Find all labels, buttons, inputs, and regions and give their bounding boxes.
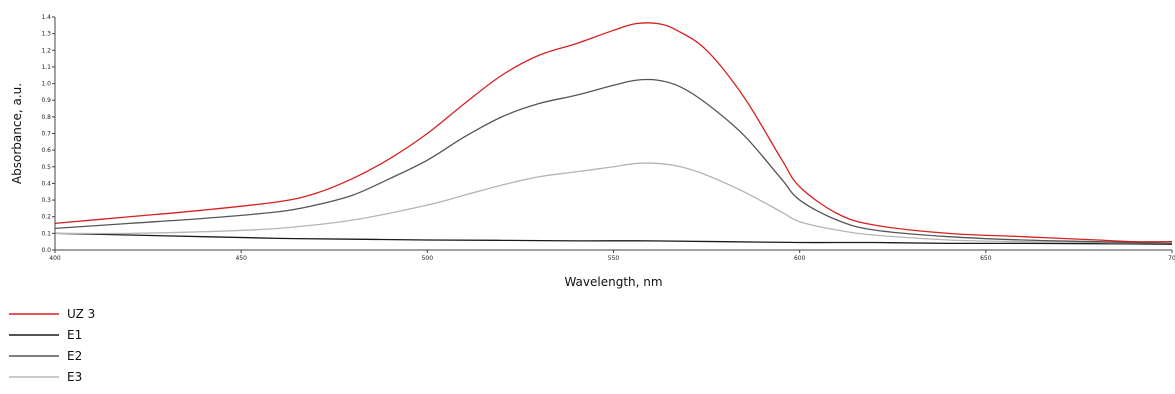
y-tick-label: 1.4 [41, 14, 51, 21]
x-axis: 400 450 500 550 600 650 70 [49, 249, 1175, 262]
y-tick-label: 0.1 [41, 230, 51, 237]
y-tick-label: 0.6 [41, 147, 51, 154]
plot-area [54, 22, 1173, 245]
y-tick-label: 1.1 [41, 64, 51, 71]
legend-label-uz3: UZ 3 [67, 307, 95, 321]
y-tick-label: 0.4 [41, 180, 51, 187]
y-tick-label: 1.2 [41, 47, 51, 54]
y-axis: 0.0 0.1 0.2 0.3 0.4 0.5 0.6 0.7 0.8 0.9 1.0 1.1 1.2 1… [41, 14, 56, 254]
legend-label-e3: E3 [67, 370, 82, 384]
series-line-uz3 [54, 22, 1173, 243]
x-tick-label: 650 [980, 255, 992, 262]
legend-label-e1: E1 [67, 328, 82, 342]
x-tick-label: 600 [794, 255, 806, 262]
y-tick-label: 0.7 [41, 131, 51, 138]
y-tick-label: 1.3 [41, 31, 51, 38]
y-axis-title: Absorbance, a.u. [10, 83, 24, 184]
x-tick-label: 450 [235, 255, 247, 262]
y-tick-label: 1.0 [41, 81, 51, 88]
legend: UZ 3 E1 E2 E3 [9, 307, 95, 384]
y-tick-label: 0.9 [41, 97, 51, 104]
y-tick-label: 0.0 [41, 247, 51, 254]
series-line-e2 [54, 78, 1173, 244]
x-tick-label: 400 [49, 255, 61, 262]
y-tick-label: 0.3 [41, 197, 51, 204]
legend-label-e2: E2 [67, 349, 82, 363]
y-tick-label: 0.5 [41, 164, 51, 171]
x-axis-title: Wavelength, nm [564, 275, 662, 289]
y-tick-label: 0.8 [41, 114, 51, 121]
x-tick-label: 70 [1168, 255, 1175, 262]
series-line-e3 [54, 162, 1173, 244]
x-tick-label: 550 [608, 255, 620, 262]
y-tick-label: 0.2 [41, 214, 51, 221]
x-tick-label: 500 [422, 255, 434, 262]
series-line-e1 [54, 232, 1173, 245]
